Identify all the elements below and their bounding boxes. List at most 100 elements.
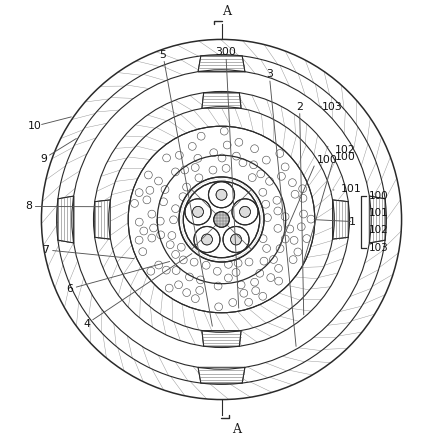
Circle shape [128,126,315,313]
Circle shape [159,198,167,205]
Circle shape [260,257,268,265]
Text: 5: 5 [159,50,167,59]
Polygon shape [202,330,241,346]
Circle shape [179,193,187,201]
Text: 6: 6 [66,284,73,294]
Circle shape [245,258,253,266]
Circle shape [262,156,270,164]
Circle shape [252,287,260,295]
Circle shape [237,281,245,289]
Circle shape [147,268,155,275]
Circle shape [170,216,178,224]
Circle shape [257,170,264,178]
Text: 8: 8 [25,202,32,212]
Circle shape [171,168,179,176]
Circle shape [245,298,253,306]
Polygon shape [202,93,241,108]
Text: 100: 100 [369,191,389,201]
Circle shape [281,163,289,171]
Circle shape [194,154,202,162]
Circle shape [139,248,147,256]
Circle shape [148,210,156,218]
Circle shape [131,199,138,207]
Circle shape [288,179,296,187]
Circle shape [274,224,282,232]
Text: 103: 103 [321,102,342,112]
Circle shape [299,210,307,218]
Circle shape [191,164,199,172]
Circle shape [155,261,163,269]
Circle shape [299,194,307,202]
Text: 7: 7 [43,245,49,255]
Text: 10: 10 [28,121,42,131]
Text: 103: 103 [369,243,389,253]
Circle shape [232,199,258,225]
Text: 3: 3 [266,69,273,79]
Circle shape [275,277,283,285]
Circle shape [259,293,267,300]
Circle shape [229,299,237,306]
Circle shape [166,241,174,249]
Circle shape [249,174,256,182]
Circle shape [196,286,204,294]
Circle shape [230,234,241,245]
Circle shape [140,227,148,235]
Circle shape [276,245,284,253]
Circle shape [197,132,205,140]
Circle shape [175,151,183,159]
Circle shape [172,267,180,275]
Circle shape [234,259,242,267]
Circle shape [202,261,210,269]
Circle shape [195,174,203,182]
Circle shape [214,268,221,275]
Circle shape [177,243,185,251]
Circle shape [150,224,158,232]
Circle shape [223,227,249,253]
Circle shape [291,191,299,198]
Circle shape [262,200,270,208]
Circle shape [183,183,190,191]
Circle shape [223,141,231,149]
Circle shape [144,171,152,179]
Text: 101: 101 [341,184,361,194]
Text: 1: 1 [349,216,356,227]
Circle shape [235,139,243,146]
Circle shape [157,231,165,239]
Circle shape [256,269,264,277]
Circle shape [240,290,248,297]
Circle shape [290,236,298,244]
Polygon shape [333,200,348,239]
Circle shape [269,256,277,264]
Circle shape [274,207,282,215]
Circle shape [210,149,218,157]
Text: 100: 100 [317,154,338,165]
Circle shape [251,278,259,286]
Circle shape [165,284,173,292]
Circle shape [266,177,273,185]
Circle shape [194,227,220,253]
Text: 300: 300 [215,48,236,58]
Circle shape [148,234,156,242]
Circle shape [179,256,187,264]
Circle shape [220,127,228,135]
Circle shape [197,276,204,284]
Circle shape [215,303,222,311]
Text: 9: 9 [40,154,47,164]
Circle shape [251,145,258,153]
Text: 101: 101 [369,208,389,218]
Circle shape [240,206,250,217]
Circle shape [155,177,163,185]
Circle shape [299,185,307,193]
Polygon shape [369,196,385,243]
Circle shape [202,234,213,245]
Circle shape [273,196,281,204]
Text: 102: 102 [334,145,355,155]
Circle shape [297,223,305,231]
Circle shape [259,188,267,196]
Polygon shape [95,200,110,239]
Circle shape [281,213,289,220]
Circle shape [281,235,289,243]
Circle shape [232,268,240,276]
Circle shape [218,154,226,162]
Circle shape [185,199,211,225]
